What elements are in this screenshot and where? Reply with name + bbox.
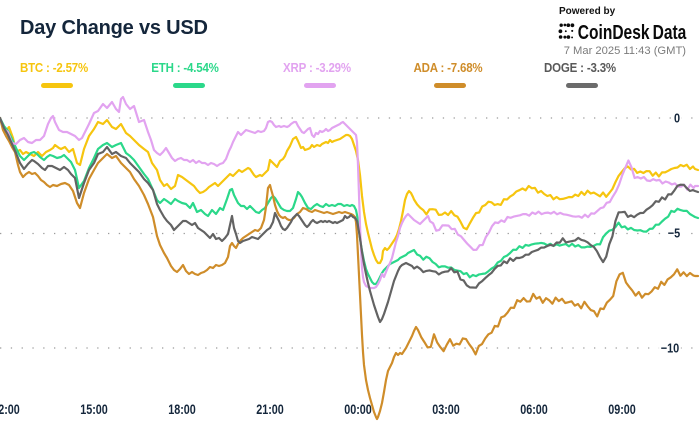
svg-text:CoinDesk Data: CoinDesk Data bbox=[578, 21, 687, 44]
